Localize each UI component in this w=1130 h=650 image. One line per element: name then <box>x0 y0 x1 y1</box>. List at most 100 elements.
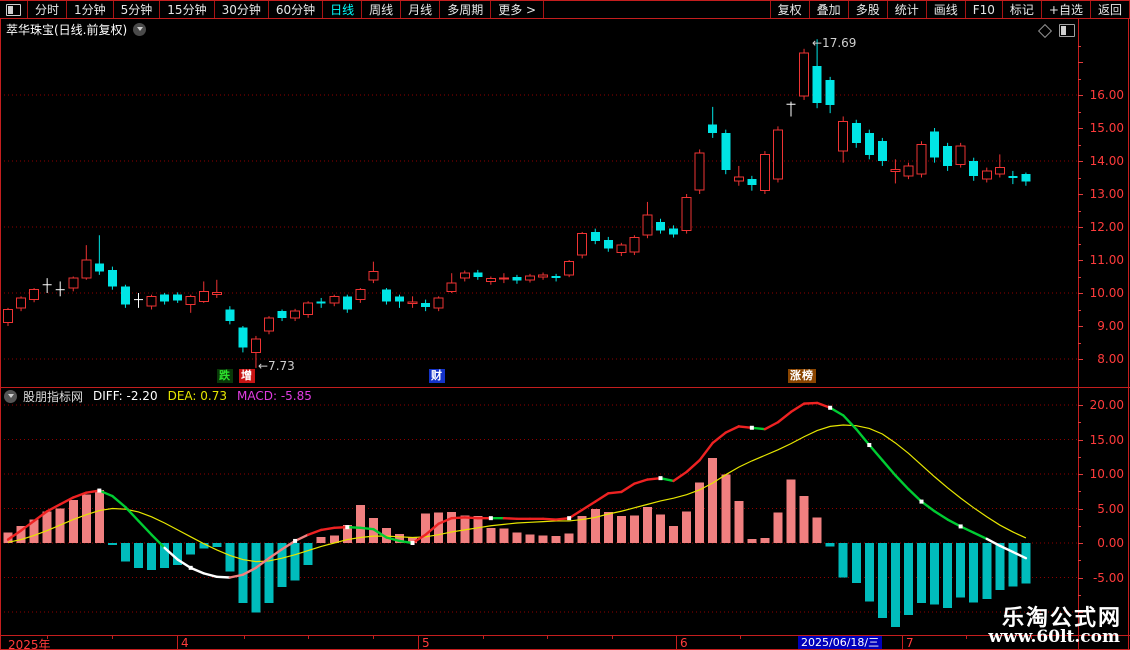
y-axis-line <box>1078 18 1079 650</box>
axis-tick <box>1078 491 1081 493</box>
axis-tick <box>1078 342 1081 344</box>
candles <box>3 39 1031 368</box>
axis-tick <box>1078 45 1081 47</box>
menu-item-left-7[interactable]: 周线 <box>362 1 402 18</box>
axis-tick <box>1078 227 1083 228</box>
axis-tick <box>1078 456 1081 458</box>
macd-histogram <box>3 458 1031 628</box>
title-row: 萃华珠宝(日线.前复权) <box>0 19 1078 39</box>
axis-label: 14.00 <box>1089 154 1124 168</box>
axis-tick <box>1078 594 1081 596</box>
menu-item-left-5[interactable]: 60分钟 <box>269 1 324 18</box>
period-menu-group: 分时 1分钟 5分钟 15分钟 30分钟 60分钟 日线 周线 月线 多周期 更多 > <box>28 1 545 18</box>
menu-item-right-0[interactable]: 复权 <box>769 1 810 18</box>
axis-tick <box>1078 243 1081 245</box>
axis-tick <box>1078 210 1081 212</box>
menu-item-left-6[interactable]: 日线 <box>323 1 363 18</box>
date-minor-tick <box>308 635 309 639</box>
menubar-spacer <box>544 1 770 18</box>
axis-label: 13.00 <box>1089 187 1124 201</box>
axis-tick <box>1078 161 1083 162</box>
menu-item-left-9[interactable]: 多周期 <box>440 1 492 18</box>
diff-value: DIFF: -2.20 <box>93 389 158 403</box>
axis-label: 20.00 <box>1089 398 1124 412</box>
chevron-down-icon[interactable] <box>133 22 147 36</box>
menu-item-right-4[interactable]: 画线 <box>927 1 966 18</box>
date-minor-tick <box>47 635 48 639</box>
date-minor-tick <box>244 635 245 639</box>
price-gridlines <box>0 94 1078 360</box>
axis-label: 8.00 <box>1097 352 1124 366</box>
split-window-icon <box>6 3 21 16</box>
indicator-name[interactable]: 股朋指标网 <box>23 389 84 404</box>
date-minor-tick <box>547 635 548 639</box>
stock-title: 萃华珠宝(日线.前复权) <box>6 22 128 37</box>
event-marker-财[interactable]: 财 <box>429 369 445 383</box>
diff-line <box>6 401 1028 579</box>
date-divider <box>177 635 178 650</box>
axis-tick <box>1078 128 1083 129</box>
event-marker-跌[interactable]: 跌 <box>217 369 233 383</box>
menu-item-left-10[interactable]: 更多 > <box>491 1 545 18</box>
axis-tick <box>1078 309 1081 311</box>
axis-label: 15.00 <box>1089 433 1124 447</box>
axis-label: 0.00 <box>1097 536 1124 550</box>
axis-tick <box>1078 78 1081 80</box>
event-marker-涨榜[interactable]: 涨榜 <box>788 369 816 383</box>
event-marker-增[interactable]: 增 <box>239 369 255 383</box>
menu-item-right-1[interactable]: 叠加 <box>810 1 849 18</box>
panel-divider <box>0 387 1130 388</box>
month-label-6: 6 <box>680 636 688 650</box>
axis-tick <box>1078 543 1083 544</box>
price-chart-canvas[interactable] <box>0 28 1078 387</box>
axis-tick <box>1078 525 1081 527</box>
date-minor-tick <box>612 635 613 639</box>
macd-chart-canvas[interactable] <box>0 387 1078 635</box>
date-divider <box>902 635 903 650</box>
axis-tick <box>1078 422 1081 424</box>
year-label: 2025年 <box>8 638 51 650</box>
month-label-7: 7 <box>906 636 914 650</box>
month-label-4: 4 <box>181 636 189 650</box>
menu-item-right-8[interactable]: 返回 <box>1091 1 1130 18</box>
window-layout-icon[interactable] <box>1059 24 1075 37</box>
indicator-header: 股朋指标网 DIFF: -2.20 DEA: 0.73 MACD: -5.85 <box>4 388 312 404</box>
menu-item-right-2[interactable]: 多股 <box>849 1 888 18</box>
menu-item-left-4[interactable]: 30分钟 <box>215 1 269 18</box>
menu-item-left-8[interactable]: 月线 <box>401 1 441 18</box>
date-minor-tick <box>112 635 113 639</box>
axis-tick <box>1078 293 1083 294</box>
date-divider <box>676 635 677 650</box>
axis-tick <box>1078 577 1083 579</box>
axis-tick <box>1078 144 1081 146</box>
date-minor-tick <box>740 635 741 639</box>
selected-date-badge[interactable]: 2025/06/18/三 <box>798 636 883 649</box>
axis-tick <box>1078 560 1081 562</box>
axis-tick <box>1078 359 1083 360</box>
split-view-button[interactable] <box>0 1 28 18</box>
menu-item-right-3[interactable]: 统计 <box>888 1 927 18</box>
axis-label: 12.00 <box>1089 220 1124 234</box>
tools-menu-group: 复权 叠加 多股 统计 画线 F10 标记 +自选 返回 <box>769 1 1130 18</box>
diff-inflection-dots <box>97 405 963 570</box>
axis-tick <box>1078 111 1081 113</box>
axis-label: 10.00 <box>1089 286 1124 300</box>
axis-tick <box>1078 194 1083 195</box>
axis-label: -5.00 <box>1092 571 1124 585</box>
menu-item-left-3[interactable]: 15分钟 <box>160 1 215 18</box>
indicator-collapse-icon[interactable] <box>4 389 17 403</box>
menu-item-left-2[interactable]: 5分钟 <box>114 1 161 18</box>
menu-item-right-7[interactable]: +自选 <box>1042 1 1091 18</box>
axis-tick <box>1078 260 1083 261</box>
month-label-5: 5 <box>422 636 430 650</box>
menu-item-right-5[interactable]: F10 <box>966 1 1003 18</box>
menu-item-left-0[interactable]: 分时 <box>28 1 68 18</box>
diamond-icon[interactable] <box>1037 23 1053 38</box>
right-border <box>1128 18 1129 650</box>
macd-gridlines <box>0 404 1078 613</box>
date-minor-tick <box>483 635 484 639</box>
menu-item-left-1[interactable]: 1分钟 <box>67 1 114 18</box>
menu-item-right-6[interactable]: 标记 <box>1003 1 1042 18</box>
date-axis-line <box>0 635 1130 636</box>
